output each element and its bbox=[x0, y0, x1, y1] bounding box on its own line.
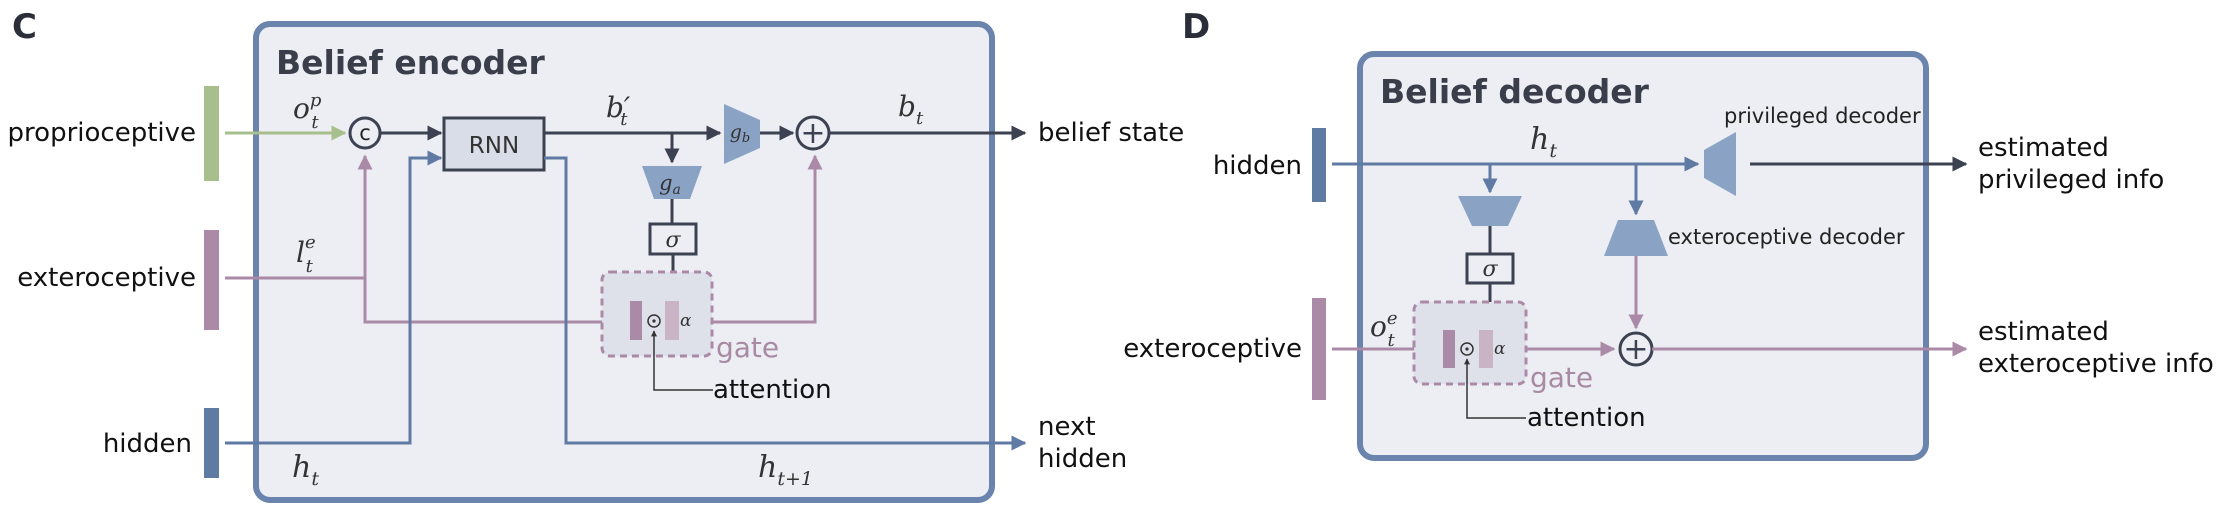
extero-output-label-2: exteroceptive info bbox=[1978, 349, 2214, 379]
o-p-symbol: op t bbox=[293, 90, 322, 133]
exteroceptive-decoder-module bbox=[1604, 220, 1668, 256]
plus-symbol: + bbox=[800, 116, 825, 151]
panel-d-letter: D bbox=[1182, 7, 1210, 47]
decoder-title: Belief decoder bbox=[1380, 72, 1650, 111]
decoder-gate-multiply-dot bbox=[1465, 347, 1469, 351]
decoder-o-e-symbol: oe t bbox=[1370, 308, 1398, 351]
gb-symbol: gb bbox=[730, 121, 751, 146]
encoder-title: Belief encoder bbox=[276, 43, 545, 82]
privileged-decoder-label: privileged decoder bbox=[1724, 104, 1921, 128]
exteroceptive-input-bar bbox=[204, 230, 219, 330]
decoder-hidden-label: hidden bbox=[1213, 151, 1302, 181]
concat-symbol: c bbox=[359, 121, 371, 145]
rnn-label: RNN bbox=[469, 133, 519, 159]
hidden-to-rnn-arrow bbox=[225, 150, 443, 445]
exteroceptive-label: exteroceptive bbox=[17, 263, 196, 293]
decoder-gate-label: gate bbox=[1530, 361, 1593, 394]
privileged-output-label-2: privileged info bbox=[1978, 165, 2164, 195]
decoder-sigma-box bbox=[1465, 252, 1515, 285]
privileged-output-label-1: estimated bbox=[1978, 133, 2109, 163]
proprioceptive-label: proprioceptive bbox=[8, 118, 196, 148]
sigma-box bbox=[648, 222, 698, 256]
panel-c: C Belief encoder proprioceptive exteroce… bbox=[8, 7, 1184, 503]
proprioceptive-input-bar bbox=[204, 86, 219, 181]
gate-weight-bar bbox=[665, 301, 679, 340]
b-prime-symbol: b′t bbox=[606, 91, 631, 130]
decoder-gate-weight-bar bbox=[1479, 330, 1493, 368]
sigma-symbol: σ bbox=[665, 228, 681, 253]
l-e-symbol: le t bbox=[296, 232, 316, 277]
gate-box bbox=[600, 270, 714, 358]
ga-symbol: ga bbox=[659, 171, 681, 198]
gate-to-plus-arrow bbox=[712, 154, 823, 324]
decoder-hidden-input-bar bbox=[1312, 128, 1326, 202]
next-hidden-label-1: next bbox=[1038, 412, 1096, 442]
gate-multiply-dot bbox=[652, 319, 656, 323]
gate-input-bar bbox=[630, 301, 642, 340]
decoder-gate-alpha: α bbox=[1494, 339, 1506, 359]
decoder-attention-module bbox=[1458, 196, 1522, 226]
panel-c-letter: C bbox=[12, 7, 37, 47]
decoder-gate-multiply-node bbox=[1460, 342, 1474, 356]
decoder-gate-input-bar bbox=[1443, 330, 1455, 368]
gate-label: gate bbox=[716, 331, 779, 364]
hidden-input-bar bbox=[204, 408, 219, 478]
decoder-h-symbol: ht bbox=[1530, 122, 1557, 162]
ga-module bbox=[642, 166, 702, 199]
extero-to-gate-arrow bbox=[363, 278, 622, 330]
attention-label: attention bbox=[713, 375, 832, 405]
belief-state-label: belief state bbox=[1038, 118, 1184, 148]
gate-alpha: α bbox=[680, 311, 692, 331]
hidden-label: hidden bbox=[103, 429, 192, 459]
attention-pointer bbox=[651, 330, 713, 391]
concat-node bbox=[348, 116, 382, 150]
h-next-symbol: ht+1 bbox=[758, 450, 813, 490]
gb-module bbox=[724, 104, 760, 164]
next-hidden-arrow bbox=[544, 156, 1027, 451]
decoder-plus-symbol: + bbox=[1623, 332, 1648, 367]
decoder-sigma-symbol: σ bbox=[1482, 257, 1498, 282]
h-symbol: ht bbox=[292, 450, 319, 490]
decoder-extero-input-bar bbox=[1312, 298, 1326, 400]
decoder-attention-pointer bbox=[1464, 358, 1526, 419]
b-symbol: bt bbox=[898, 90, 924, 129]
privileged-decoder-module bbox=[1704, 132, 1736, 196]
extero-output-label-1: estimated bbox=[1978, 317, 2109, 347]
exteroceptive-decoder-label: exteroceptive decoder bbox=[1668, 225, 1905, 249]
decoder-attention-label: attention bbox=[1527, 403, 1646, 433]
panel-d: D Belief decoder hidden exteroceptive σ … bbox=[1123, 7, 2214, 461]
gate-multiply-node bbox=[647, 314, 661, 328]
rnn-box bbox=[442, 116, 546, 172]
next-hidden-label-2: hidden bbox=[1038, 444, 1127, 474]
decoder-extero-label: exteroceptive bbox=[1123, 334, 1302, 364]
